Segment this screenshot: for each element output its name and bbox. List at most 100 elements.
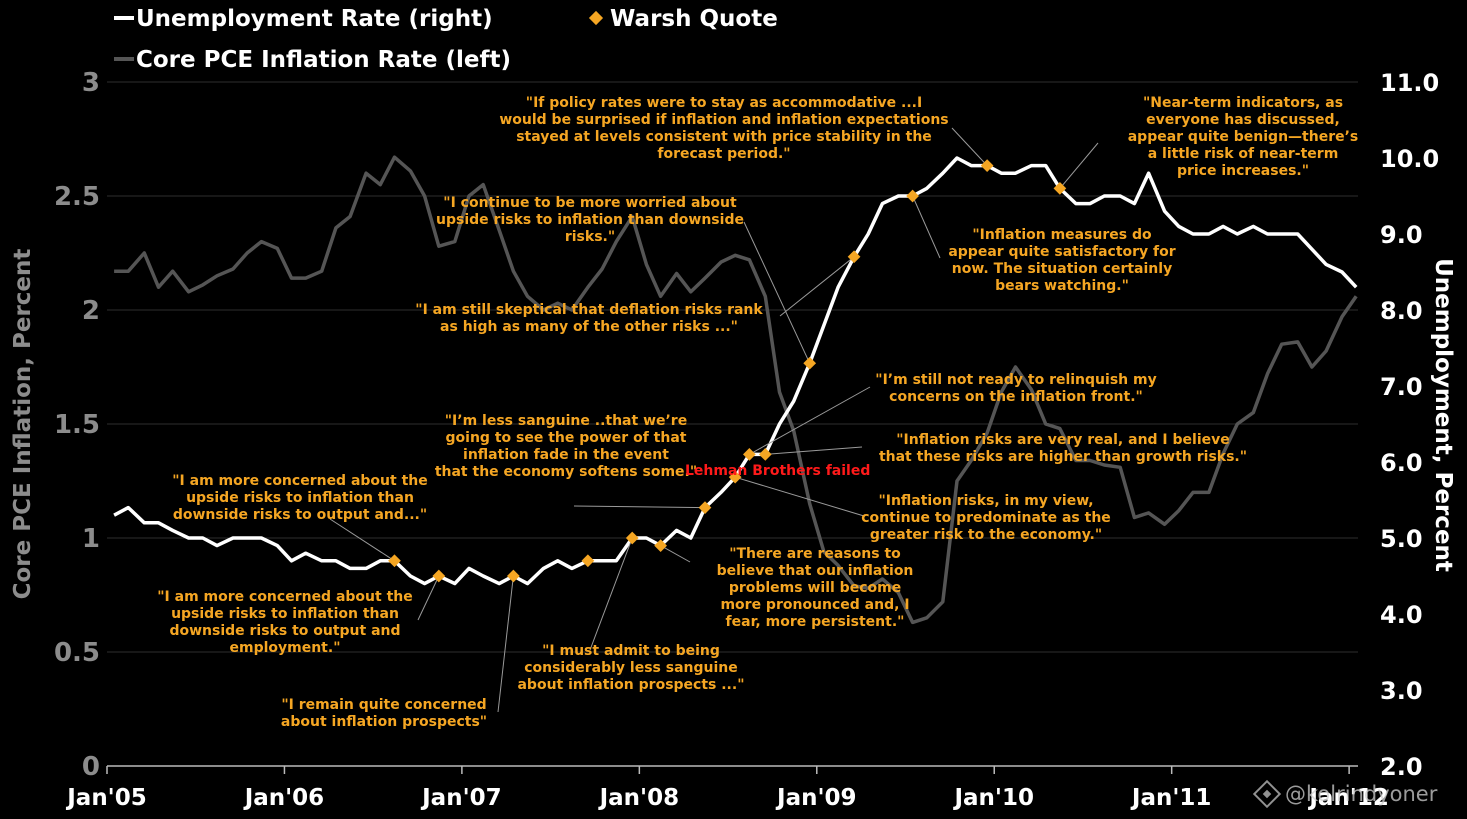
quote-line: going to see the power of that [446, 430, 687, 446]
quote-line: a little risk of near-term [1148, 146, 1339, 162]
y-left-tick-label: 1.5 [54, 410, 100, 440]
quote-line: "I am still skeptical that deflation ris… [415, 302, 763, 318]
quote-12: "I am more concerned about the upside ris… [157, 589, 412, 656]
warsh-quote-marker [906, 189, 919, 203]
quote-line: fear, more persistent." [726, 614, 905, 630]
x-tick-label: Jan'08 [598, 785, 680, 811]
quote-3: "I continue to be more worried about upsi… [436, 195, 744, 245]
warsh-quote-marker [803, 356, 817, 370]
y-right-tick-label: 8.0 [1380, 297, 1423, 325]
warsh-quote-marker [1053, 182, 1067, 195]
leader-line [951, 127, 988, 166]
legend-warsh-swatch [588, 10, 604, 26]
quote-line: risks." [565, 229, 615, 245]
quote-line: "There are reasons to [729, 546, 901, 562]
warsh-quote-marker [432, 569, 446, 583]
leader-line [1059, 142, 1099, 189]
warsh-quote-marker [625, 531, 639, 545]
warsh-quote-marker [654, 539, 667, 552]
warsh-quote-marker [581, 554, 595, 568]
quote-line: about inflation prospects" [281, 714, 487, 730]
quote-line: stayed at levels consistent with price s… [516, 129, 932, 145]
watermark: @kolrindyoner [1252, 779, 1438, 809]
quote-2: "Near-term indicators, as everyone has di… [1128, 95, 1359, 179]
quote-line: now. The situation certainly [952, 261, 1172, 277]
quote-line: upside risks to inflation than [186, 490, 414, 506]
y-right-tick-label: 11.0 [1380, 69, 1439, 97]
x-tick-label: Jan'12 [1307, 785, 1389, 811]
leader-line [573, 505, 706, 509]
y-left-tick-label: 0.5 [54, 638, 100, 668]
quote-line: "I am more concerned about the [157, 589, 412, 605]
quote-line: considerably less sanguine [524, 660, 738, 676]
warsh-quote-marker [980, 159, 994, 172]
x-axis: Jan'05 Jan'06 Jan'07 Jan'08 Jan'09 Jan'10 Jan'… [65, 765, 1389, 811]
quote-line: as high as many of the other risks ..." [440, 319, 738, 335]
quote-line: upside risks to inflation than [171, 606, 399, 622]
leader-line [743, 221, 811, 364]
y-left-tick-label: 2.5 [54, 182, 100, 212]
x-tick-label: Jan'05 [65, 785, 147, 811]
watermark-handle: @kolrindyoner [1285, 782, 1438, 806]
quote-10: "Inflation risks, in my view, continue to… [861, 493, 1111, 543]
quote-line: that these risks are higher than growth … [879, 449, 1247, 465]
x-tick-label: Jan'10 [952, 785, 1034, 811]
quote-leader-lines [329, 127, 1099, 713]
legend-pce-label: Core PCE Inflation Rate (left) [136, 47, 511, 73]
quote-9: "I am more concerned about the upside ris… [172, 473, 427, 523]
lehman-event-label: Lehman Brothers failed [685, 463, 870, 479]
y-right-tick-label: 4.0 [1380, 601, 1423, 629]
quote-6: "I’m still not ready to relinquish my con… [875, 372, 1156, 405]
quote-line: forecast period." [657, 146, 790, 162]
legend-warsh-label: Warsh Quote [610, 6, 778, 32]
quote-line: downside risks to output and [169, 623, 400, 639]
leader-line [589, 537, 633, 651]
leader-line [660, 545, 691, 563]
quote-line: appear quite benign—there’s [1128, 129, 1359, 145]
leader-line [735, 476, 865, 517]
quote-line: everyone has discussed, [1146, 112, 1340, 128]
leader-line [912, 195, 941, 259]
quote-line: would be surprised if inflation and infl… [499, 112, 948, 128]
quote-line: inflation fade in the event [463, 447, 669, 463]
y-left-tick-label: 3 [82, 68, 100, 98]
quote-line: "Inflation risks are very real, and I be… [896, 432, 1230, 448]
y-right-tick-label: 5.0 [1380, 525, 1423, 553]
quote-5: "I am still skeptical that deflation ris… [415, 302, 763, 335]
quote-line: upside risks to inflation than downside [436, 212, 744, 228]
y-axis-left-ticks: 0 0.5 1 1.5 2 2.5 3 [54, 68, 100, 782]
leader-line [779, 256, 855, 317]
legend: Unemployment Rate (right) Warsh Quote Co… [114, 6, 778, 73]
quote-13: "I must admit to being considerably less … [517, 643, 744, 693]
x-tick-label: Jan'07 [420, 785, 502, 811]
quote-line: employment." [229, 640, 340, 656]
quote-line: about inflation prospects ..." [517, 677, 744, 693]
quote-14: "I remain quite concerned about inflation… [281, 697, 487, 730]
y-left-tick-label: 0 [82, 752, 100, 782]
leader-line [417, 575, 440, 621]
warsh-quote-marker [507, 569, 520, 583]
quote-7: "I’m less sanguine ..that we’re going to … [435, 413, 697, 480]
warsh-quotes: "If policy rates were to stay as accommo… [157, 95, 1358, 730]
gridlines [107, 81, 1358, 653]
quote-line: problems will become [729, 580, 901, 596]
y-right-tick-label: 2.0 [1380, 753, 1423, 781]
quote-line: price increases." [1177, 163, 1309, 179]
y-right-tick-label: 10.0 [1380, 145, 1439, 173]
quote-line: "I’m still not ready to relinquish my [875, 372, 1156, 388]
y-right-tick-label: 3.0 [1380, 677, 1423, 705]
quote-line: believe that our inflation [717, 563, 914, 579]
leader-line [329, 518, 395, 562]
quote-1: "If policy rates were to stay as accommo… [499, 95, 948, 162]
y-right-tick-label: 7.0 [1380, 373, 1423, 401]
quote-line: "I must admit to being [542, 643, 720, 659]
y-axis-right-label: Unemployment, Percent [1430, 258, 1456, 572]
quote-line: "Inflation measures do [972, 227, 1152, 243]
leader-line [765, 446, 863, 455]
quote-line: greater risk to the economy." [870, 527, 1102, 543]
y-left-tick-label: 2 [82, 296, 100, 326]
legend-unemployment-label: Unemployment Rate (right) [136, 6, 493, 32]
quote-line: "I am more concerned about the [172, 473, 427, 489]
y-right-tick-label: 6.0 [1380, 449, 1423, 477]
watermark-logo-icon [1252, 779, 1282, 809]
